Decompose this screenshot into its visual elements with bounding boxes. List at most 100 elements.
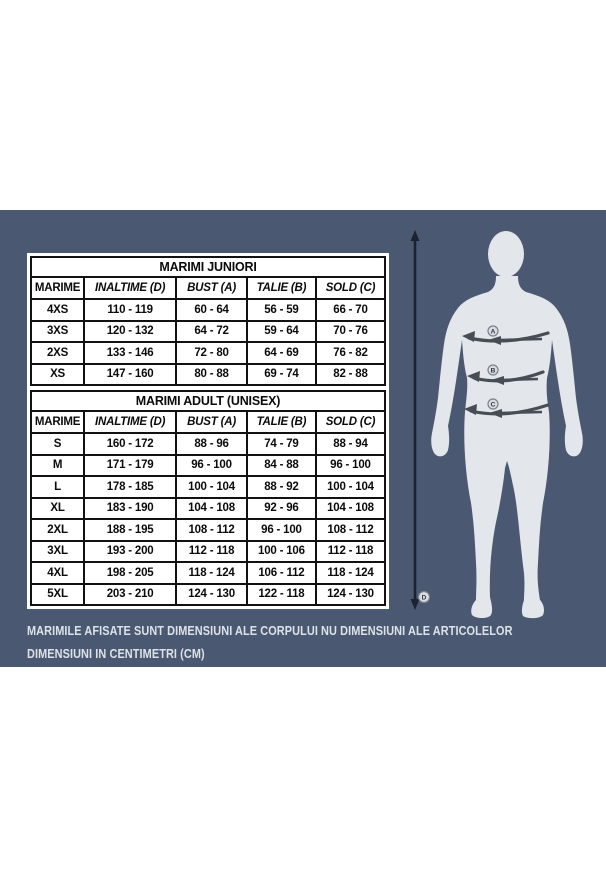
footnote: MARIMILE AFISATE SUNT DIMENSIUNI ALE COR… — [27, 619, 605, 665]
measure-range-cell: 64 - 69 — [245, 341, 317, 365]
size-chart-panel: MARIMI JUNIORI MARIME INALTIME (D) BUST … — [0, 210, 606, 667]
measure-range-cell: 74 - 79 — [245, 432, 317, 456]
body-silhouette — [431, 276, 583, 619]
measure-range-cell: 59 - 64 — [245, 319, 317, 343]
table-row: L 178 - 185 100 - 104 88 - 92 100 - 104 — [29, 475, 387, 499]
measure-range-cell: 108 - 112 — [175, 518, 248, 542]
size-cell: 3XS — [29, 319, 86, 343]
column-header-waist: TALIE (B) — [245, 410, 317, 434]
measure-range-cell: 118 - 124 — [175, 561, 248, 585]
column-header-waist: TALIE (B) — [245, 276, 317, 300]
measure-range-cell: 112 - 118 — [175, 539, 248, 563]
measure-range-cell: 183 - 190 — [83, 496, 178, 520]
label-b-badge: B — [487, 364, 499, 376]
measure-range-cell: 60 - 64 — [175, 298, 248, 322]
measure-range-cell: 66 - 70 — [314, 298, 387, 322]
size-cell: 5XL — [29, 582, 86, 606]
adults-table-card: MARIMI ADULT (UNISEX) MARIME INALTIME (D… — [27, 387, 389, 609]
measure-range-cell: 171 - 179 — [83, 453, 178, 477]
measure-range-cell: 96 - 100 — [175, 453, 248, 477]
measure-range-cell: 100 - 106 — [245, 539, 317, 563]
measure-range-cell: 193 - 200 — [83, 539, 178, 563]
table-row: 4XS 110 - 119 60 - 64 56 - 59 66 - 70 — [29, 298, 387, 322]
measure-range-cell: 96 - 100 — [314, 453, 387, 477]
measure-range-cell: 56 - 59 — [245, 298, 317, 322]
measure-range-cell: 70 - 76 — [314, 319, 387, 343]
column-header-size: MARIME — [29, 276, 86, 300]
label-d-text: D — [422, 595, 427, 602]
measure-range-cell: 203 - 210 — [83, 582, 178, 606]
measure-range-cell: 124 - 130 — [314, 582, 387, 606]
measure-range-cell: 106 - 112 — [245, 561, 317, 585]
size-cell: M — [29, 453, 86, 477]
size-cell: 2XL — [29, 518, 86, 542]
measure-range-cell: 100 - 104 — [175, 475, 248, 499]
juniors-size-table: MARIMI JUNIORI MARIME INALTIME (D) BUST … — [29, 256, 387, 386]
label-c-badge: C — [487, 398, 499, 410]
label-a-badge: A — [487, 325, 499, 337]
measure-range-cell: 110 - 119 — [83, 298, 178, 322]
hip-measure-arrow-icon — [464, 403, 550, 418]
measure-range-cell: 122 - 118 — [245, 582, 317, 606]
head-shape — [488, 231, 524, 277]
measure-range-cell: 84 - 88 — [245, 453, 317, 477]
table-row: XL 183 - 190 104 - 108 92 - 96 104 - 108 — [29, 496, 387, 520]
column-header-height: INALTIME (D) — [83, 276, 178, 300]
table-header-row: MARIME INALTIME (D) BUST (A) TALIE (B) S… — [29, 410, 387, 434]
measure-range-cell: 104 - 108 — [314, 496, 387, 520]
table-title-row: MARIMI ADULT (UNISEX) — [30, 390, 386, 412]
size-cell: S — [29, 432, 86, 456]
measurement-figure: A B C D — [410, 230, 583, 619]
size-cell: 4XL — [29, 561, 86, 585]
measure-range-cell: 104 - 108 — [175, 496, 248, 520]
label-b-text: B — [491, 368, 496, 375]
juniors-table-body: 4XS 110 - 119 60 - 64 56 - 59 66 - 70 3XS 120 … — [29, 298, 387, 386]
table-title: MARIMI ADULT (UNISEX) — [30, 390, 386, 412]
column-header-size: MARIME — [29, 410, 86, 434]
measure-range-cell: 100 - 104 — [314, 475, 387, 499]
measure-range-cell: 96 - 100 — [245, 518, 317, 542]
measure-range-cell: 92 - 96 — [245, 496, 317, 520]
label-a-text: A — [491, 329, 496, 336]
table-title-row: MARIMI JUNIORI — [30, 256, 386, 278]
measure-range-cell: 178 - 185 — [83, 475, 178, 499]
measure-range-cell: 108 - 112 — [314, 518, 387, 542]
table-row: 2XS 133 - 146 72 - 80 64 - 69 76 - 82 — [29, 341, 387, 365]
adults-size-table: MARIMI ADULT (UNISEX) MARIME INALTIME (D… — [29, 390, 387, 606]
measure-range-cell: 133 - 146 — [83, 341, 178, 365]
measure-range-cell: 88 - 96 — [175, 432, 248, 456]
table-title: MARIMI JUNIORI — [30, 256, 386, 278]
juniors-table-card: MARIMI JUNIORI MARIME INALTIME (D) BUST … — [27, 253, 389, 389]
column-header-bust: BUST (A) — [175, 410, 248, 434]
measure-range-cell: 160 - 172 — [83, 432, 178, 456]
height-arrow-icon — [410, 230, 420, 610]
column-header-bust: BUST (A) — [175, 276, 248, 300]
table-row: 5XL 203 - 210 124 - 130 122 - 118 124 - 130 — [29, 582, 387, 606]
measure-range-cell: 112 - 118 — [314, 539, 387, 563]
size-cell: 2XS — [29, 341, 86, 365]
table-row: 4XL 198 - 205 118 - 124 106 - 112 118 - 124 — [29, 561, 387, 585]
chest-measure-arrow-icon — [462, 331, 550, 345]
table-row: 3XS 120 - 132 64 - 72 59 - 64 70 - 76 — [29, 319, 387, 343]
footnote-line-2: DIMENSIUNI IN CENTIMETRI (CM) — [27, 646, 205, 661]
adults-table-body: S 160 - 172 88 - 96 74 - 79 88 - 94 M 171 - 17… — [29, 432, 387, 606]
measure-range-cell: 80 - 88 — [175, 362, 248, 386]
table-row: 2XL 188 - 195 108 - 112 96 - 100 108 - 112 — [29, 518, 387, 542]
table-header-row: MARIME INALTIME (D) BUST (A) TALIE (B) S… — [29, 276, 387, 300]
label-c-text: C — [491, 402, 496, 409]
size-cell: L — [29, 475, 86, 499]
size-cell: 4XS — [29, 298, 86, 322]
size-cell: XS — [29, 362, 86, 386]
table-row: XS 147 - 160 80 - 88 69 - 74 82 - 88 — [29, 362, 387, 386]
table-row: 3XL 193 - 200 112 - 118 100 - 106 112 - 118 — [29, 539, 387, 563]
size-cell: XL — [29, 496, 86, 520]
measure-range-cell: 69 - 74 — [245, 362, 317, 386]
table-row: S 160 - 172 88 - 96 74 - 79 88 - 94 — [29, 432, 387, 456]
measure-range-cell: 118 - 124 — [314, 561, 387, 585]
measure-range-cell: 147 - 160 — [83, 362, 178, 386]
measure-range-cell: 188 - 195 — [83, 518, 178, 542]
waist-measure-arrow-icon — [467, 370, 545, 385]
column-header-hip: SOLD (C) — [314, 410, 387, 434]
measure-range-cell: 76 - 82 — [314, 341, 387, 365]
